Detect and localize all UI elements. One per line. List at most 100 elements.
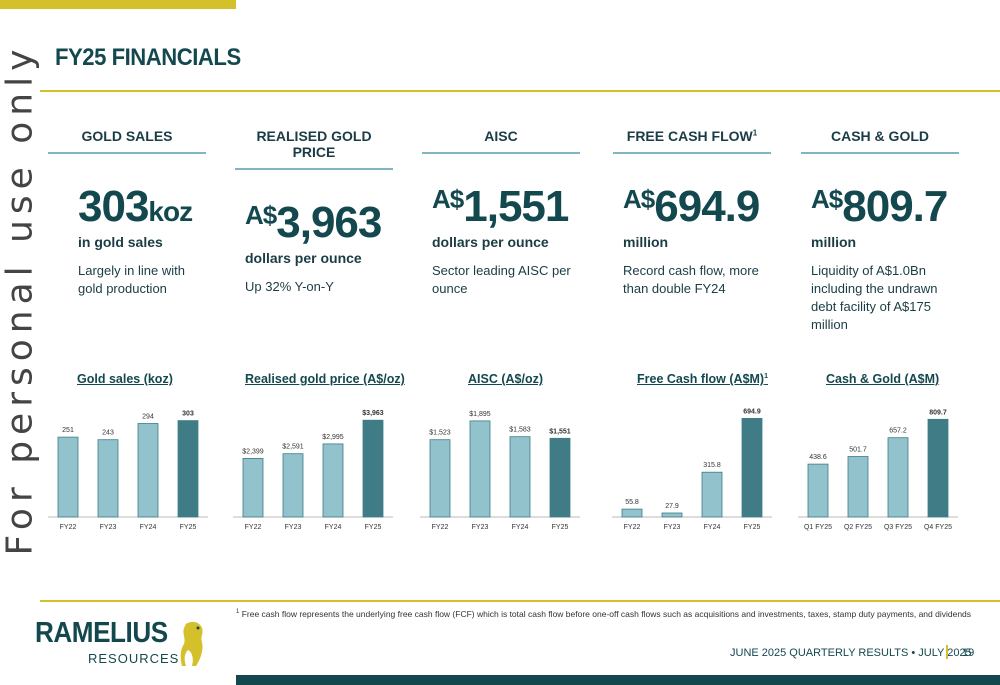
data-label: 303 (182, 411, 194, 418)
top-accent-bar (0, 0, 236, 9)
bar (509, 436, 531, 518)
category-label: FY22 (245, 524, 262, 531)
kpi-value-unit: koz (148, 196, 193, 227)
kpi-heading: AISC (422, 128, 580, 154)
kpi-heading-text: GOLD SALES (81, 128, 173, 144)
data-label: 657.2 (889, 428, 907, 435)
footer-report-title: JUNE 2025 QUARTERLY RESULTS • JULY 2025 (730, 647, 972, 659)
kpi-description: Sector leading AISC per ounce (432, 263, 571, 296)
kpi-heading: CASH & GOLD (801, 128, 959, 154)
page-number: 19 (962, 647, 975, 659)
category-label: FY24 (140, 524, 157, 531)
data-label: 27.9 (665, 503, 679, 510)
kpi-value-prefix: A$ (623, 184, 655, 214)
chart-title-text: AISC (A$/oz) (468, 372, 543, 386)
footnote: 1 Free cash flow represents the underlyi… (236, 609, 971, 619)
category-label: FY24 (325, 524, 342, 531)
category-label: FY23 (664, 524, 681, 531)
kpi-heading: GOLD SALES (48, 128, 206, 154)
footnote-marker: 1 (236, 609, 240, 616)
footer-divider (40, 600, 1000, 602)
kpi-value: A$694.9 (623, 182, 771, 232)
chart-title-text: Realised gold price (A$/oz) (245, 372, 405, 386)
kpi-value: A$1,551 (432, 182, 580, 232)
company-logo-subtitle: RESOURCES (88, 651, 180, 666)
bar (57, 436, 79, 518)
bar (701, 471, 723, 518)
data-label: $2,591 (282, 444, 304, 451)
category-label: FY25 (365, 524, 382, 531)
kpi-value: 303koz (78, 182, 206, 232)
chart-title: Gold sales (koz) (77, 372, 173, 386)
bar (242, 458, 264, 518)
kpi-description: Record cash flow, more than double FY24 (623, 263, 759, 296)
bar (137, 423, 159, 518)
chart-title-text: Free Cash flow (A$M) (637, 372, 765, 386)
data-label: 438.6 (809, 454, 827, 461)
kpi-subtitle: dollars per ounce (245, 250, 362, 266)
kpi-subtitle: in gold sales (78, 234, 163, 250)
bar (97, 439, 119, 518)
category-label: FY23 (472, 524, 489, 531)
category-label: Q3 FY25 (884, 524, 912, 531)
bar (282, 453, 304, 518)
kpi-description: Liquidity of A$1.0Bn including the undra… (811, 263, 938, 332)
bar (741, 417, 763, 518)
kpi-subtitle: million (623, 234, 669, 250)
kpi-heading: REALISED GOLD PRICE (235, 128, 393, 170)
bar (322, 443, 344, 518)
data-label: $2,995 (322, 434, 344, 441)
kpi-value-number: 694.9 (654, 182, 760, 231)
data-label: 251 (62, 427, 74, 434)
category-label: FY24 (704, 524, 721, 531)
data-label: 243 (102, 430, 114, 437)
kpi-value-number: 1,551 (463, 182, 569, 231)
category-label: Q4 FY25 (924, 524, 952, 531)
bar (429, 439, 451, 518)
kpi-value-number: 809.7 (842, 182, 948, 231)
kpi-description: Up 32% Y-on-Y (245, 279, 334, 294)
bar-chart: 251 FY22 243 FY23 294 FY24 303 FY25 (48, 411, 208, 531)
category-label: FY25 (552, 524, 569, 531)
footnote-marker: 1 (752, 128, 758, 138)
data-label: $1,895 (469, 411, 491, 418)
bar (621, 508, 643, 518)
kpi-value-prefix: A$ (245, 200, 277, 230)
category-label: FY25 (744, 524, 761, 531)
kpi-heading-text: FREE CASH FLOW (626, 128, 753, 144)
bar-chart: 55.8 FY22 27.9 FY23 315.8 FY24 694.9 FY25 (612, 408, 772, 531)
data-label: 55.8 (625, 499, 639, 506)
category-label: FY25 (180, 524, 197, 531)
kpi-heading-text: CASH & GOLD (831, 128, 929, 144)
kpi-value-prefix: A$ (432, 184, 464, 214)
data-label: $1,551 (549, 428, 571, 435)
category-label: Q2 FY25 (844, 524, 872, 531)
data-label: 694.9 (743, 408, 761, 415)
kpi-column: CASH & GOLD A$809.7 million Liquidity of A$… (801, 128, 959, 334)
kpi-value: A$3,963 (245, 198, 393, 248)
category-label: FY24 (512, 524, 529, 531)
chart-title: AISC (A$/oz) (468, 372, 543, 386)
kpi-value-number: 3,963 (276, 198, 382, 247)
kpi-heading: FREE CASH FLOW1 (613, 128, 771, 154)
bar-chart: 438.6 Q1 FY25 501.7 Q2 FY25 657.2 Q3 FY25 809.… (798, 409, 958, 531)
data-label: 809.7 (929, 409, 947, 416)
data-label: $1,583 (509, 427, 531, 434)
kpi-value: A$809.7 (811, 182, 959, 232)
footnote-text: Free cash flow represents the underlying… (241, 609, 972, 619)
data-label: 501.7 (849, 447, 867, 454)
kpi-value-prefix: A$ (811, 184, 843, 214)
company-logo-name: RAMELIUS (35, 617, 168, 649)
bar (469, 420, 491, 518)
bar (887, 437, 909, 518)
kpi-heading-text: REALISED GOLD PRICE (256, 128, 372, 160)
data-label: 294 (142, 414, 154, 421)
bar (807, 463, 829, 518)
bottom-accent-bar (236, 675, 1000, 685)
chart-title: Cash & Gold (A$M) (826, 372, 939, 386)
data-label: $2,399 (242, 448, 264, 455)
bar (362, 419, 384, 518)
kpi-column: AISC A$1,551 dollars per ounce Sector leadi… (422, 128, 580, 298)
kpi-column: GOLD SALES 303koz in gold sales Largely in … (48, 128, 206, 298)
kpi-column: REALISED GOLD PRICE A$3,963 dollars per ou… (235, 128, 393, 296)
